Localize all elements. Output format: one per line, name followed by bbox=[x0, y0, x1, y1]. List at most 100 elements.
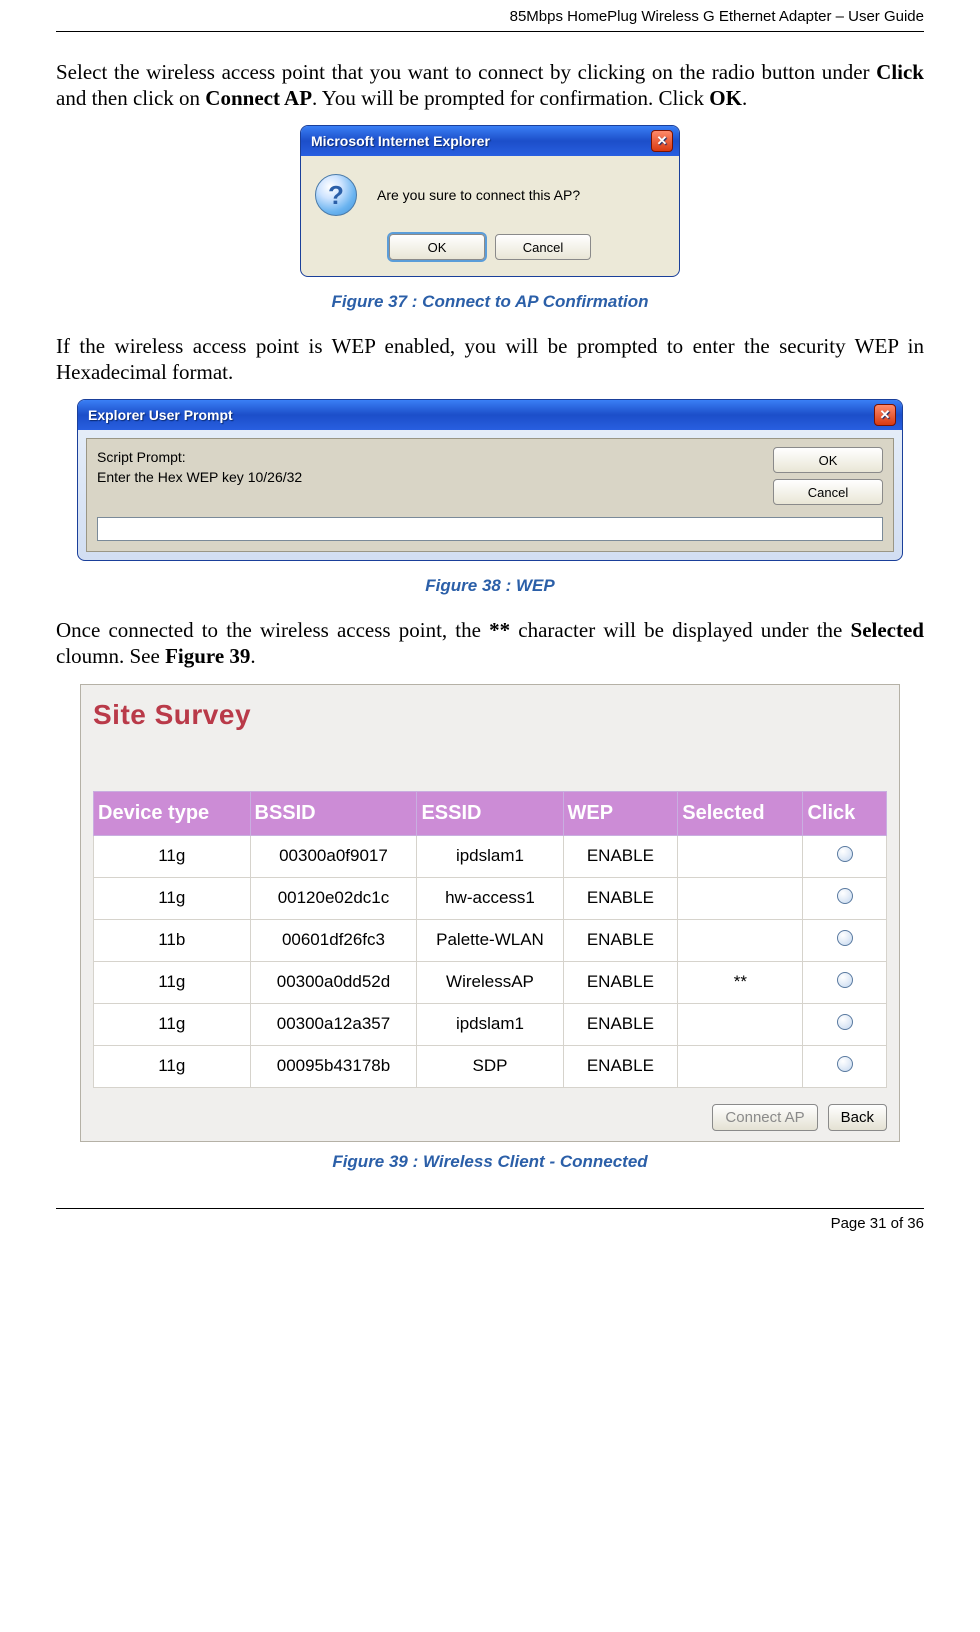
table-cell: 00120e02dc1c bbox=[250, 877, 417, 919]
table-cell bbox=[678, 877, 803, 919]
radio-cell[interactable] bbox=[803, 1045, 887, 1087]
site-survey-panel: Site Survey Device typeBSSIDESSIDWEPSele… bbox=[80, 684, 900, 1142]
p3-b1: ** bbox=[489, 618, 510, 642]
doc-footer: Page 31 of 36 bbox=[56, 1215, 924, 1244]
cancel-button[interactable]: Cancel bbox=[495, 234, 591, 260]
prompt-labels: Script Prompt: Enter the Hex WEP key 10/… bbox=[97, 447, 302, 505]
table-cell bbox=[678, 835, 803, 877]
table-cell bbox=[678, 919, 803, 961]
wep-key-input[interactable] bbox=[97, 517, 883, 541]
table-header: WEP bbox=[563, 791, 678, 835]
p1-b2: Connect AP bbox=[205, 86, 312, 110]
prompt-dialog: Explorer User Prompt ✕ Script Prompt: En… bbox=[77, 399, 903, 561]
site-survey-table: Device typeBSSIDESSIDWEPSelectedClick 11… bbox=[93, 791, 887, 1088]
radio-cell[interactable] bbox=[803, 919, 887, 961]
ok-button[interactable]: OK bbox=[389, 234, 485, 260]
paragraph-2: If the wireless access point is WEP enab… bbox=[56, 334, 924, 385]
radio-icon[interactable] bbox=[837, 888, 853, 904]
p3-b3: Figure 39 bbox=[165, 644, 250, 668]
table-cell: ipdslam1 bbox=[417, 835, 563, 877]
table-row: 11b00601df26fc3Palette-WLANENABLE bbox=[94, 919, 887, 961]
close-icon[interactable]: ✕ bbox=[874, 404, 896, 426]
table-cell: 00095b43178b bbox=[250, 1045, 417, 1087]
table-cell: SDP bbox=[417, 1045, 563, 1087]
table-cell bbox=[678, 1045, 803, 1087]
prompt-line1: Script Prompt: bbox=[97, 449, 302, 465]
radio-icon[interactable] bbox=[837, 930, 853, 946]
confirm-dialog-titlebar: Microsoft Internet Explorer ✕ bbox=[301, 126, 679, 156]
site-survey-title: Site Survey bbox=[93, 699, 887, 731]
prompt-line2: Enter the Hex WEP key 10/26/32 bbox=[97, 469, 302, 485]
radio-icon[interactable] bbox=[837, 1056, 853, 1072]
table-row: 11g00300a0f9017ipdslam1ENABLE bbox=[94, 835, 887, 877]
table-cell: ENABLE bbox=[563, 835, 678, 877]
confirm-dialog-message: Are you sure to connect this AP? bbox=[377, 187, 580, 203]
paragraph-1: Select the wireless access point that yo… bbox=[56, 60, 924, 111]
confirm-dialog: Microsoft Internet Explorer ✕ ? Are you … bbox=[300, 125, 680, 277]
table-cell: 00300a0dd52d bbox=[250, 961, 417, 1003]
table-cell: 00300a0f9017 bbox=[250, 835, 417, 877]
p3-mid1: character will be displayed under the bbox=[510, 618, 850, 642]
connect-ap-button[interactable]: Connect AP bbox=[712, 1104, 817, 1131]
table-cell: hw-access1 bbox=[417, 877, 563, 919]
table-cell: 11g bbox=[94, 1003, 251, 1045]
table-cell: ** bbox=[678, 961, 803, 1003]
table-cell: ENABLE bbox=[563, 961, 678, 1003]
p3-mid2: cloumn. See bbox=[56, 644, 165, 668]
prompt-dialog-titlebar: Explorer User Prompt ✕ bbox=[78, 400, 902, 430]
table-cell: Palette-WLAN bbox=[417, 919, 563, 961]
table-cell bbox=[678, 1003, 803, 1045]
table-row: 11g00300a0dd52dWirelessAPENABLE** bbox=[94, 961, 887, 1003]
table-row: 11g00300a12a357ipdslam1ENABLE bbox=[94, 1003, 887, 1045]
question-icon: ? bbox=[315, 174, 357, 216]
doc-header: 85Mbps HomePlug Wireless G Ethernet Adap… bbox=[56, 0, 924, 25]
radio-icon[interactable] bbox=[837, 972, 853, 988]
back-button[interactable]: Back bbox=[828, 1104, 887, 1131]
p1-b1: Click bbox=[876, 60, 924, 84]
p1-end: . bbox=[742, 86, 747, 110]
table-cell: ENABLE bbox=[563, 1003, 678, 1045]
table-row: 11g00120e02dc1chw-access1ENABLE bbox=[94, 877, 887, 919]
divider-bottom bbox=[56, 1208, 924, 1209]
radio-cell[interactable] bbox=[803, 1003, 887, 1045]
p3-pre: Once connected to the wireless access po… bbox=[56, 618, 489, 642]
table-row: 11g00095b43178bSDPENABLE bbox=[94, 1045, 887, 1087]
radio-cell[interactable] bbox=[803, 961, 887, 1003]
divider-top bbox=[56, 31, 924, 32]
table-cell: 11b bbox=[94, 919, 251, 961]
table-header: ESSID bbox=[417, 791, 563, 835]
paragraph-3: Once connected to the wireless access po… bbox=[56, 618, 924, 669]
radio-cell[interactable] bbox=[803, 877, 887, 919]
p1-mid2: . You will be prompted for confirmation.… bbox=[312, 86, 709, 110]
table-cell: 00601df26fc3 bbox=[250, 919, 417, 961]
p3-b2: Selected bbox=[851, 618, 924, 642]
table-header: BSSID bbox=[250, 791, 417, 835]
figure-37-caption: Figure 37 : Connect to AP Confirmation bbox=[56, 292, 924, 312]
close-icon[interactable]: ✕ bbox=[651, 130, 673, 152]
p1-mid1: and then click on bbox=[56, 86, 205, 110]
table-cell: 11g bbox=[94, 877, 251, 919]
confirm-dialog-title: Microsoft Internet Explorer bbox=[311, 133, 490, 149]
table-header: Click bbox=[803, 791, 887, 835]
table-cell: 11g bbox=[94, 961, 251, 1003]
p1-text: Select the wireless access point that yo… bbox=[56, 60, 876, 84]
radio-cell[interactable] bbox=[803, 835, 887, 877]
figure-38-caption: Figure 38 : WEP bbox=[56, 576, 924, 596]
table-cell: 11g bbox=[94, 835, 251, 877]
table-header: Selected bbox=[678, 791, 803, 835]
table-cell: ipdslam1 bbox=[417, 1003, 563, 1045]
table-cell: ENABLE bbox=[563, 919, 678, 961]
figure-39-caption: Figure 39 : Wireless Client - Connected bbox=[56, 1152, 924, 1172]
table-cell: 11g bbox=[94, 1045, 251, 1087]
prompt-ok-button[interactable]: OK bbox=[773, 447, 883, 473]
radio-icon[interactable] bbox=[837, 1014, 853, 1030]
table-cell: 00300a12a357 bbox=[250, 1003, 417, 1045]
p3-end: . bbox=[250, 644, 255, 668]
p1-b3: OK bbox=[709, 86, 742, 110]
table-cell: ENABLE bbox=[563, 1045, 678, 1087]
radio-icon[interactable] bbox=[837, 846, 853, 862]
prompt-dialog-title: Explorer User Prompt bbox=[88, 407, 233, 423]
prompt-cancel-button[interactable]: Cancel bbox=[773, 479, 883, 505]
table-header: Device type bbox=[94, 791, 251, 835]
table-cell: ENABLE bbox=[563, 877, 678, 919]
